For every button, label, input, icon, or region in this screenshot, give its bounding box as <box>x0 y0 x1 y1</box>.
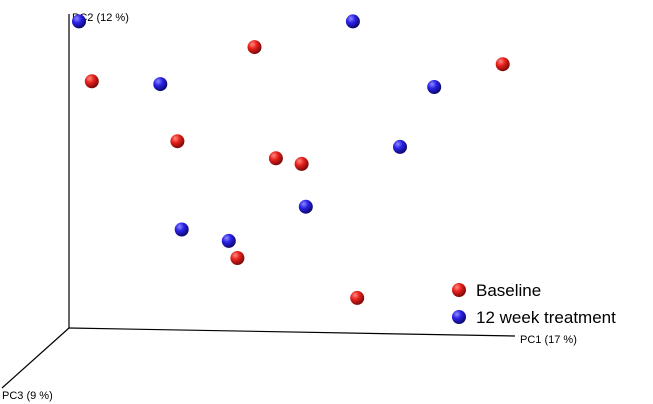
point-baseline-3 <box>495 57 510 72</box>
data-points <box>72 14 510 305</box>
legend: Baseline 12 week treatment <box>452 281 616 327</box>
pc1-axis-label: PC1 (17 %) <box>520 334 577 346</box>
legend-marker-treatment <box>452 310 466 324</box>
pc3-axis-label: PC3 (9 %) <box>2 390 53 402</box>
point-treatment-7 <box>174 222 189 237</box>
point-treatment-4 <box>153 77 168 92</box>
point-treatment-3 <box>427 80 442 94</box>
pc1-axis-line <box>68 327 516 337</box>
legend-marker-baseline <box>452 283 466 297</box>
point-baseline-4 <box>170 134 185 149</box>
legend-label-baseline: Baseline <box>476 281 541 300</box>
point-treatment-2 <box>345 14 360 29</box>
point-baseline-8 <box>350 290 365 305</box>
point-treatment-8 <box>221 233 236 248</box>
point-baseline-6 <box>294 156 309 171</box>
point-baseline-2 <box>247 40 262 55</box>
legend-label-treatment: 12 week treatment <box>476 308 616 327</box>
axes <box>1 14 516 389</box>
point-baseline-7 <box>230 251 245 265</box>
pc3-axis-line <box>1 327 70 389</box>
point-treatment-1 <box>72 14 86 29</box>
point-treatment-5 <box>393 139 407 154</box>
point-treatment-6 <box>298 199 313 214</box>
point-baseline-1 <box>84 74 99 89</box>
pc2-axis-label: PC2 (12 %) <box>72 12 129 24</box>
point-baseline-5 <box>268 151 283 166</box>
